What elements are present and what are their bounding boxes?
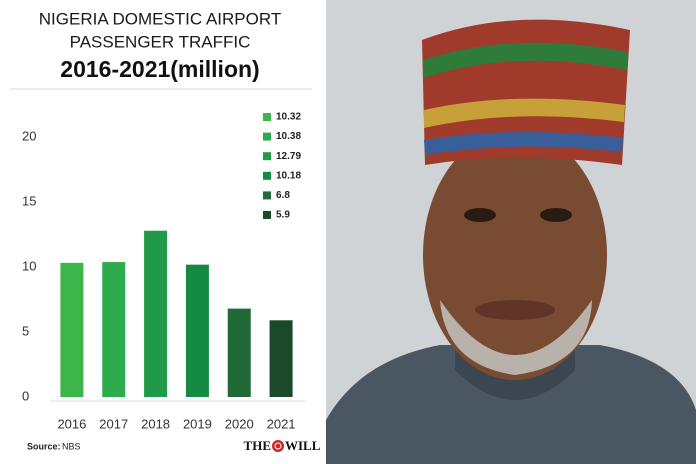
source: NBS bbox=[62, 441, 81, 451]
value-label: 10.18 bbox=[276, 170, 301, 181]
chart-title: NIGERIA DOMESTIC AIRPORT bbox=[39, 9, 281, 28]
bar bbox=[102, 262, 126, 397]
legend-swatch bbox=[263, 152, 271, 161]
robe bbox=[326, 345, 696, 464]
legend-swatch bbox=[263, 211, 271, 219]
value-label: 10.32 bbox=[276, 112, 301, 123]
cap-pattern bbox=[423, 42, 628, 78]
x-tick-label: 2021 bbox=[267, 416, 296, 431]
x-tick-label: 2017 bbox=[99, 416, 128, 431]
y-tick-label: 20 bbox=[22, 128, 36, 143]
legend-swatch bbox=[263, 171, 271, 180]
eye bbox=[540, 208, 572, 222]
bar bbox=[60, 262, 84, 397]
x-tick-label: 2019 bbox=[183, 416, 212, 431]
y-tick-label: 5 bbox=[22, 323, 29, 338]
legend-swatch bbox=[263, 191, 271, 200]
value-label: 10.38 bbox=[276, 131, 301, 142]
y-tick-label: 0 bbox=[22, 388, 29, 403]
chart-title: PASSENGER TRAFFIC bbox=[70, 32, 251, 51]
logo-globe bbox=[274, 442, 282, 450]
legend-swatch bbox=[263, 132, 271, 141]
beard bbox=[440, 300, 592, 375]
face bbox=[423, 130, 607, 380]
logo: WILL bbox=[285, 438, 321, 453]
mouth bbox=[475, 300, 555, 320]
x-tick-label: 2018 bbox=[141, 416, 170, 431]
legend-swatch bbox=[263, 113, 271, 121]
value-label: 5.9 bbox=[276, 210, 290, 221]
bar bbox=[144, 230, 168, 397]
y-tick-label: 15 bbox=[22, 193, 36, 208]
logo: THE bbox=[244, 438, 271, 453]
value-label: 12.79 bbox=[276, 151, 301, 162]
value-label: 6.8 bbox=[276, 190, 290, 201]
bar bbox=[185, 264, 209, 397]
source-label: Source: bbox=[27, 441, 61, 451]
bar bbox=[269, 320, 293, 397]
bar bbox=[227, 308, 251, 397]
x-tick-label: 2020 bbox=[225, 416, 254, 431]
cap-pattern bbox=[424, 131, 623, 155]
logo-globe bbox=[272, 440, 284, 452]
cap-pattern bbox=[424, 98, 625, 128]
eye bbox=[464, 208, 496, 222]
collar bbox=[455, 330, 575, 400]
chart-subtitle: 2016-2021(million) bbox=[60, 56, 259, 82]
x-tick-label: 2016 bbox=[57, 416, 86, 431]
photo bbox=[326, 0, 696, 464]
y-tick-label: 10 bbox=[22, 258, 36, 273]
